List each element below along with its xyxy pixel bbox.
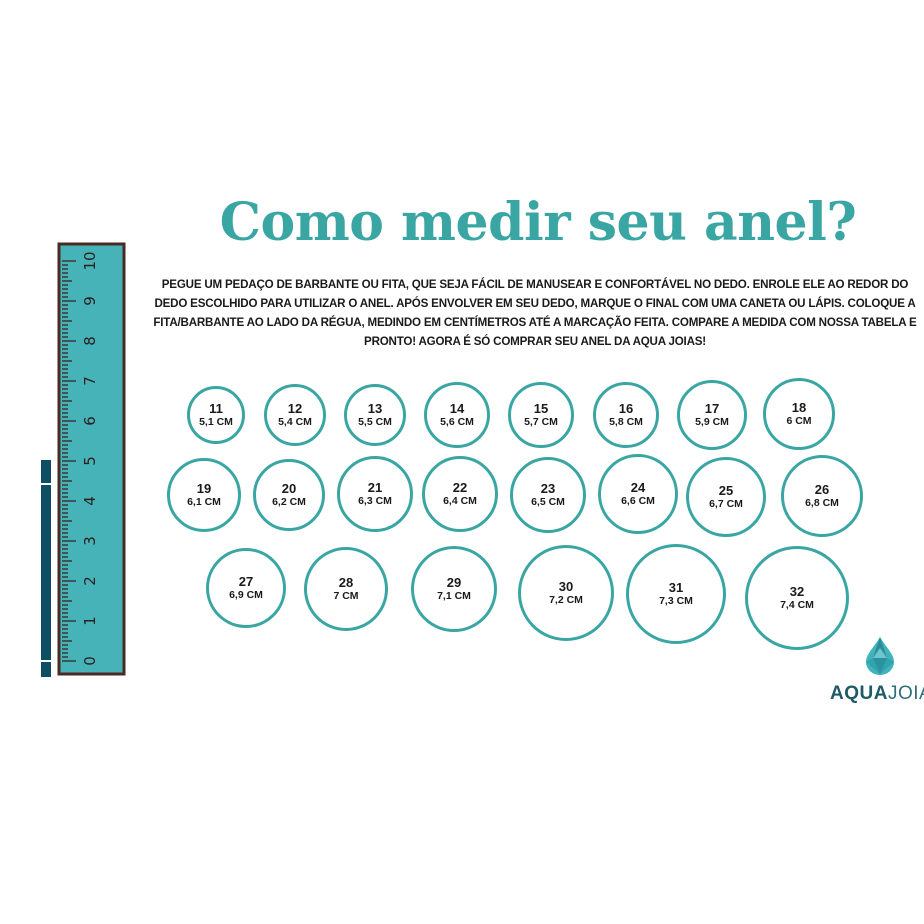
- ring-size-number: 26: [814, 482, 830, 497]
- strip-mark: [41, 660, 51, 662]
- ring-size-cm: 6,2 CM: [272, 496, 306, 508]
- ring-size-cm: 6,9 CM: [229, 589, 263, 601]
- logo-text-light: JOIAS: [887, 683, 924, 704]
- ruler-label: 8: [81, 336, 99, 346]
- ring-size-30: 30 7,2 CM: [518, 545, 614, 641]
- ring-size-number: 12: [287, 401, 303, 416]
- ruler-label: 7: [81, 376, 99, 386]
- ring-size-28: 28 7 CM: [304, 547, 388, 631]
- ring-size-cm: 7,1 CM: [437, 590, 471, 602]
- ruler-label: 2: [81, 576, 99, 586]
- measuring-strip: [41, 460, 51, 677]
- ring-size-cm: 6,8 CM: [805, 497, 839, 509]
- ring-size-number: 27: [238, 574, 254, 589]
- ring-size-number: 20: [281, 481, 297, 496]
- ring-size-11: 11 5,1 CM: [187, 386, 245, 444]
- ring-size-25: 25 6,7 CM: [686, 457, 766, 537]
- ruler-body: [57, 242, 126, 676]
- ring-size-number: 18: [791, 400, 807, 415]
- ring-size-number: 14: [449, 401, 465, 416]
- instructions-text: PEGUE UM PEDAÇO DE BARBANTE OU FITA, QUE…: [153, 278, 917, 348]
- ring-size-20: 20 6,2 CM: [253, 459, 325, 531]
- ring-size-17: 17 5,9 CM: [677, 380, 747, 450]
- ring-size-cm: 7,3 CM: [659, 595, 693, 607]
- ruler-label: 5: [81, 456, 99, 466]
- ring-size-15: 15 5,7 CM: [508, 382, 574, 448]
- ring-size-21: 21 6,3 CM: [337, 456, 413, 532]
- ring-size-number: 17: [704, 401, 720, 416]
- ring-size-number: 24: [630, 480, 646, 495]
- ring-size-cm: 6,4 CM: [443, 495, 477, 507]
- ring-size-22: 22 6,4 CM: [422, 456, 498, 532]
- ring-size-23: 23 6,5 CM: [510, 457, 586, 533]
- ring-size-29: 29 7,1 CM: [411, 546, 497, 632]
- ring-size-number: 28: [338, 575, 354, 590]
- ring-size-number: 29: [446, 575, 462, 590]
- ring-size-19: 19 6,1 CM: [167, 458, 241, 532]
- page-title: Como medir seu anel?: [219, 192, 857, 253]
- ring-size-cm: 5,6 CM: [440, 416, 474, 428]
- ring-size-number: 13: [367, 401, 383, 416]
- ring-size-cm: 5,8 CM: [609, 416, 643, 428]
- ring-size-number: 32: [789, 584, 805, 599]
- ring-size-number: 31: [668, 580, 684, 595]
- ring-size-cm: 5,1 CM: [199, 416, 233, 428]
- ring-size-cm: 6,5 CM: [531, 496, 565, 508]
- ring-size-number: 16: [618, 401, 634, 416]
- ring-size-number: 21: [367, 480, 383, 495]
- strip-mark: [41, 483, 51, 485]
- ring-size-27: 27 6,9 CM: [206, 548, 286, 628]
- ring-size-13: 13 5,5 CM: [344, 384, 406, 446]
- ring-size-cm: 5,5 CM: [358, 416, 392, 428]
- ring-size-12: 12 5,4 CM: [264, 384, 326, 446]
- ruler-label: 9: [81, 296, 99, 306]
- ring-size-cm: 6,3 CM: [358, 495, 392, 507]
- ring-size-number: 25: [718, 483, 734, 498]
- ring-size-number: 19: [196, 481, 212, 496]
- ruler: 0 1 2 3 4 5 6 7 8 9 10: [41, 242, 126, 677]
- ruler-label: 10: [81, 251, 99, 270]
- logo-text-bold: AQUA: [830, 683, 888, 704]
- ring-size-18: 18 6 CM: [763, 378, 835, 450]
- ruler-label: 6: [81, 416, 99, 426]
- ring-size-cm: 5,7 CM: [524, 416, 558, 428]
- ruler-label: 0: [81, 656, 99, 666]
- ring-size-cm: 7,4 CM: [780, 599, 814, 611]
- ring-size-cm: 6,1 CM: [187, 496, 221, 508]
- ring-size-16: 16 5,8 CM: [593, 382, 659, 448]
- ring-size-number: 15: [533, 401, 549, 416]
- ring-size-26: 26 6,8 CM: [781, 455, 863, 537]
- ring-size-cm: 7,2 CM: [549, 594, 583, 606]
- ruler-label: 3: [81, 536, 99, 546]
- ring-size-cm: 5,9 CM: [695, 416, 729, 428]
- ring-size-number: 23: [540, 481, 556, 496]
- ruler-label: 1: [81, 616, 99, 626]
- ring-size-31: 31 7,3 CM: [626, 544, 726, 644]
- ring-size-cm: 6,6 CM: [621, 495, 655, 507]
- ring-size-32: 32 7,4 CM: [745, 546, 849, 650]
- ring-size-number: 30: [558, 579, 574, 594]
- ring-size-cm: 7 CM: [333, 590, 359, 602]
- ring-size-cm: 6 CM: [786, 415, 812, 427]
- ring-size-cm: 6,7 CM: [709, 498, 743, 510]
- ruler-label: 4: [81, 496, 99, 506]
- ring-size-number: 11: [209, 401, 223, 416]
- teardrop-gem-icon: [866, 637, 894, 675]
- ring-size-24: 24 6,6 CM: [598, 454, 678, 534]
- ring-size-number: 22: [452, 480, 468, 495]
- ring-size-cm: 5,4 CM: [278, 416, 312, 428]
- ring-size-14: 14 5,6 CM: [424, 382, 490, 448]
